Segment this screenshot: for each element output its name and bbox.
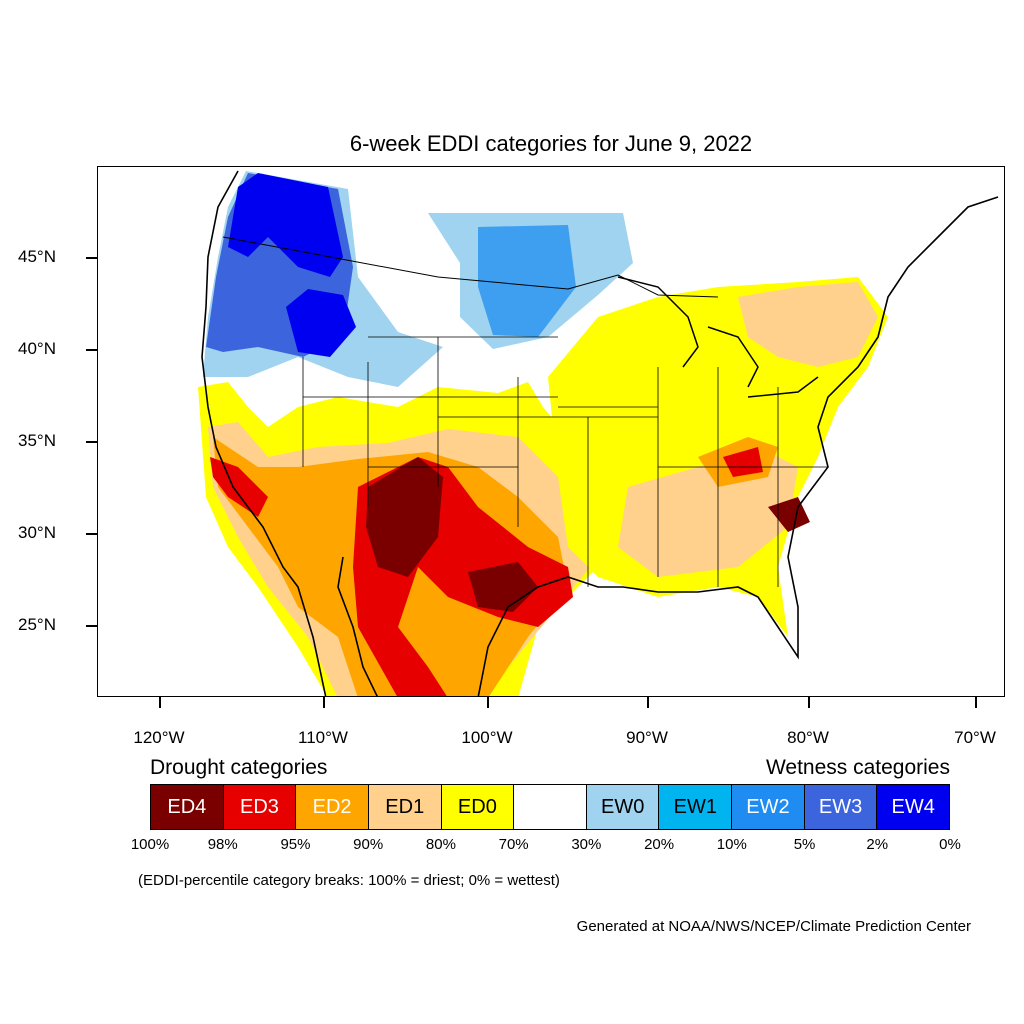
percent-break-label: 80% — [425, 836, 456, 853]
coastline-outline — [201, 170, 999, 696]
legend-cell-ed0: ED0 — [441, 785, 515, 829]
great-lakes — [617, 276, 819, 398]
lon-tick-90 — [647, 697, 649, 708]
lat-label-30: 30°N — [18, 523, 56, 542]
legend-cell-ew1: EW1 — [659, 785, 733, 829]
state-lines — [302, 336, 828, 587]
region-ed2-northeast — [738, 282, 878, 367]
percent-break-label: 70% — [498, 836, 529, 853]
region-ed3-california — [210, 457, 268, 517]
canada-border — [222, 236, 719, 298]
percent-break-label: 5% — [793, 836, 816, 853]
wetness-heading: Wetness categories — [765, 756, 950, 779]
region-ew2-northern-plains — [478, 225, 576, 337]
lon-tick-100 — [487, 697, 489, 708]
lat-label-40: 40°N — [18, 339, 56, 358]
lat-tick-35 — [86, 441, 97, 443]
percent-break-label: 90% — [353, 836, 384, 853]
legend-cell-ed1: ED1 — [368, 785, 442, 829]
percent-break-label: 98% — [207, 836, 238, 853]
lat-tick-25 — [86, 625, 97, 627]
lat-tick-30 — [86, 533, 97, 535]
lon-tick-70 — [975, 697, 977, 708]
percent-break-label: 100% — [130, 836, 170, 853]
region-ew4-northwest — [228, 173, 343, 277]
lat-tick-45 — [86, 257, 97, 259]
legend-cell-ew0: EW0 — [586, 785, 660, 829]
legend-cell-ew4: EW4 — [877, 785, 950, 829]
lon-label-90: 90°W — [626, 728, 668, 747]
lon-tick-80 — [808, 697, 810, 708]
breaks-note: (EDDI-percentile category breaks: 100% =… — [138, 872, 560, 889]
legend-color-bar: ED4 ED3 ED2 ED1 ED0 EW0 EW1 EW2 EW3 EW4 — [150, 784, 950, 830]
lon-label-110: 110°W — [298, 728, 348, 747]
lon-label-100: 100°W — [461, 728, 513, 747]
legend-cell-ew3: EW3 — [804, 785, 878, 829]
region-ed3-kentucky — [723, 447, 763, 477]
eddi-map — [198, 170, 999, 696]
percent-break-label: 30% — [571, 836, 602, 853]
percent-break-label: 10% — [716, 836, 747, 853]
lon-tick-110 — [323, 697, 325, 708]
lat-label-25: 25°N — [18, 615, 56, 634]
lon-label-80: 80°W — [787, 728, 829, 747]
lat-label-35: 35°N — [18, 431, 56, 450]
percent-break-label: 2% — [866, 836, 889, 853]
map-panel — [97, 166, 1005, 697]
region-ed4-new-mexico — [366, 457, 443, 577]
percent-break-label: 95% — [280, 836, 311, 853]
legend-cell-neutral — [514, 785, 587, 829]
legend-cell-ed3: ED3 — [223, 785, 297, 829]
percent-break-label: 0% — [939, 836, 961, 853]
region-ew4-idaho — [286, 289, 356, 357]
map-title: 6-week EDDI categories for June 9, 2022 — [349, 131, 753, 156]
legend-cell-ed4: ED4 — [151, 785, 224, 829]
lon-label-120: 120°W — [133, 728, 185, 747]
lon-label-70: 70°W — [954, 728, 996, 747]
lat-tick-40 — [86, 349, 97, 351]
legend-cell-ed2: ED2 — [296, 785, 369, 829]
lon-tick-120 — [159, 697, 161, 708]
legend-cell-ew2: EW2 — [732, 785, 805, 829]
credit-line: Generated at NOAA/NWS/NCEP/Climate Predi… — [576, 918, 971, 935]
lat-label-45: 45°N — [18, 247, 56, 266]
percent-break-label: 20% — [644, 836, 675, 853]
drought-heading: Drought categories — [150, 756, 328, 779]
